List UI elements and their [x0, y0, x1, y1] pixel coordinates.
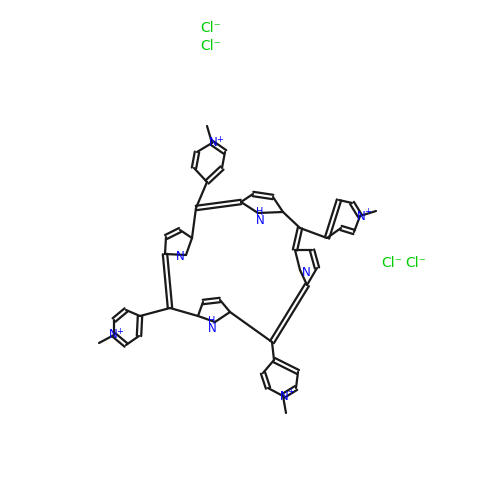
- Text: Cl⁻: Cl⁻: [381, 256, 402, 270]
- Text: N: N: [302, 265, 310, 278]
- Text: N: N: [209, 137, 217, 149]
- Text: N: N: [207, 322, 217, 335]
- Text: H: H: [256, 207, 263, 217]
- Text: +: +: [217, 135, 223, 144]
- Text: Cl⁻: Cl⁻: [406, 256, 426, 270]
- Text: N: N: [280, 389, 288, 402]
- Text: Cl⁻: Cl⁻: [200, 21, 221, 35]
- Text: Cl⁻: Cl⁻: [200, 39, 221, 53]
- Text: +: +: [365, 207, 371, 217]
- Text: N: N: [109, 329, 117, 342]
- Text: N: N: [256, 214, 264, 227]
- Text: +: +: [116, 327, 124, 335]
- Text: +: +: [287, 388, 295, 397]
- Text: N: N: [176, 251, 184, 263]
- Text: H: H: [208, 316, 216, 326]
- Text: N: N: [357, 209, 365, 223]
